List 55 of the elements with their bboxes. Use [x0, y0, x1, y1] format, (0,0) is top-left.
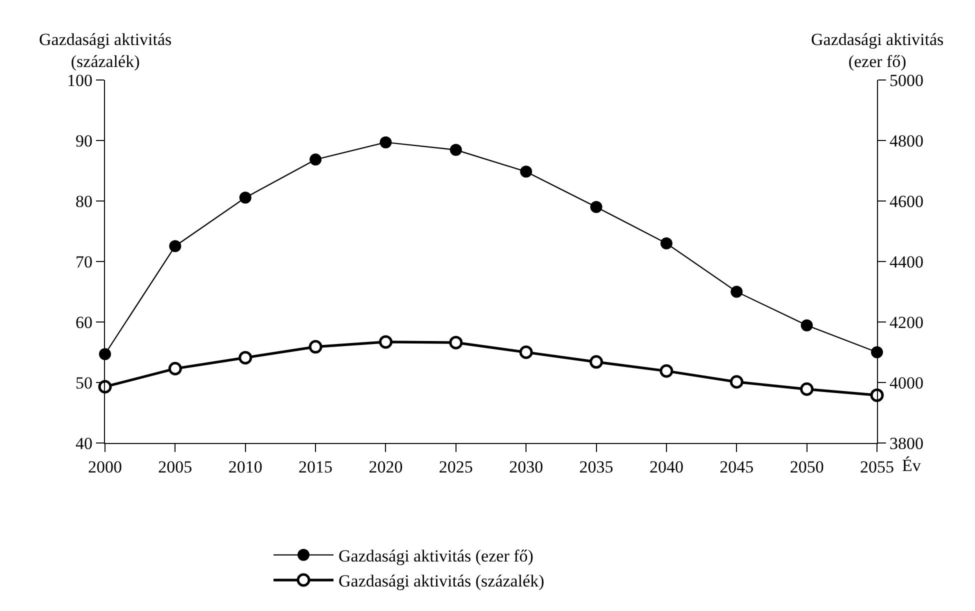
legend-label: Gazdasági aktivitás (százalék) [338, 572, 544, 591]
point [310, 154, 322, 166]
x-tick-label: 2020 [368, 458, 403, 476]
y-axis-title: Gazdasági aktivitás (százalék) [39, 30, 172, 72]
y2-axis-title: Gazdasági aktivitás (ezer fő) [811, 30, 944, 72]
point [730, 286, 743, 298]
y-tick-label: 40 [76, 434, 92, 453]
y-tick-label: 50 [76, 373, 92, 392]
point [590, 201, 602, 214]
y-tick-label: 70 [76, 252, 92, 272]
point [660, 237, 672, 250]
point [99, 348, 111, 360]
x-tick-label: 2045 [720, 458, 754, 476]
point [871, 346, 883, 358]
x-axis-title: Év [902, 456, 922, 475]
point [800, 319, 813, 332]
y-tick-label: 90 [76, 131, 92, 150]
point [169, 240, 182, 252]
y2-tick-label: 4600 [890, 192, 924, 211]
y-tick-label: 80 [76, 192, 92, 211]
point [238, 350, 252, 364]
x-tick-label: 2015 [298, 458, 333, 476]
y-tick-label: 60 [76, 312, 92, 332]
x-tick-label: 2055 [860, 458, 894, 476]
y2-tick-label: 4800 [890, 131, 924, 150]
x-tick-label: 2005 [158, 458, 192, 476]
point [870, 388, 884, 402]
x-tick-label: 2050 [790, 458, 824, 476]
y2-tick-label: 4000 [890, 373, 924, 392]
x-tick-label: 2000 [88, 458, 122, 476]
point [378, 335, 392, 349]
point [519, 346, 533, 359]
point [590, 355, 604, 369]
point [239, 192, 252, 204]
x-tick-label: 2030 [509, 458, 544, 476]
point [520, 166, 532, 178]
point [98, 380, 112, 394]
point [168, 362, 182, 376]
point [660, 364, 674, 378]
legend-label: Gazdasági aktivitás (ezer fő) [338, 546, 534, 566]
y-tick-label: 100 [67, 70, 92, 90]
x-tick-label: 2025 [438, 458, 473, 476]
x-tick-label: 2040 [649, 458, 684, 476]
point [449, 336, 463, 350]
y2-tick-label: 4200 [890, 312, 924, 332]
x-tick-label: 2035 [579, 458, 614, 476]
point [800, 382, 814, 396]
y2-tick-label: 5000 [890, 70, 924, 90]
y2-tick-label: 3800 [890, 434, 924, 453]
point [450, 144, 462, 156]
point [380, 136, 392, 148]
y2-tick-label: 4400 [890, 252, 924, 272]
x-tick-label: 2010 [228, 458, 262, 476]
point [308, 340, 322, 354]
point [730, 375, 744, 389]
